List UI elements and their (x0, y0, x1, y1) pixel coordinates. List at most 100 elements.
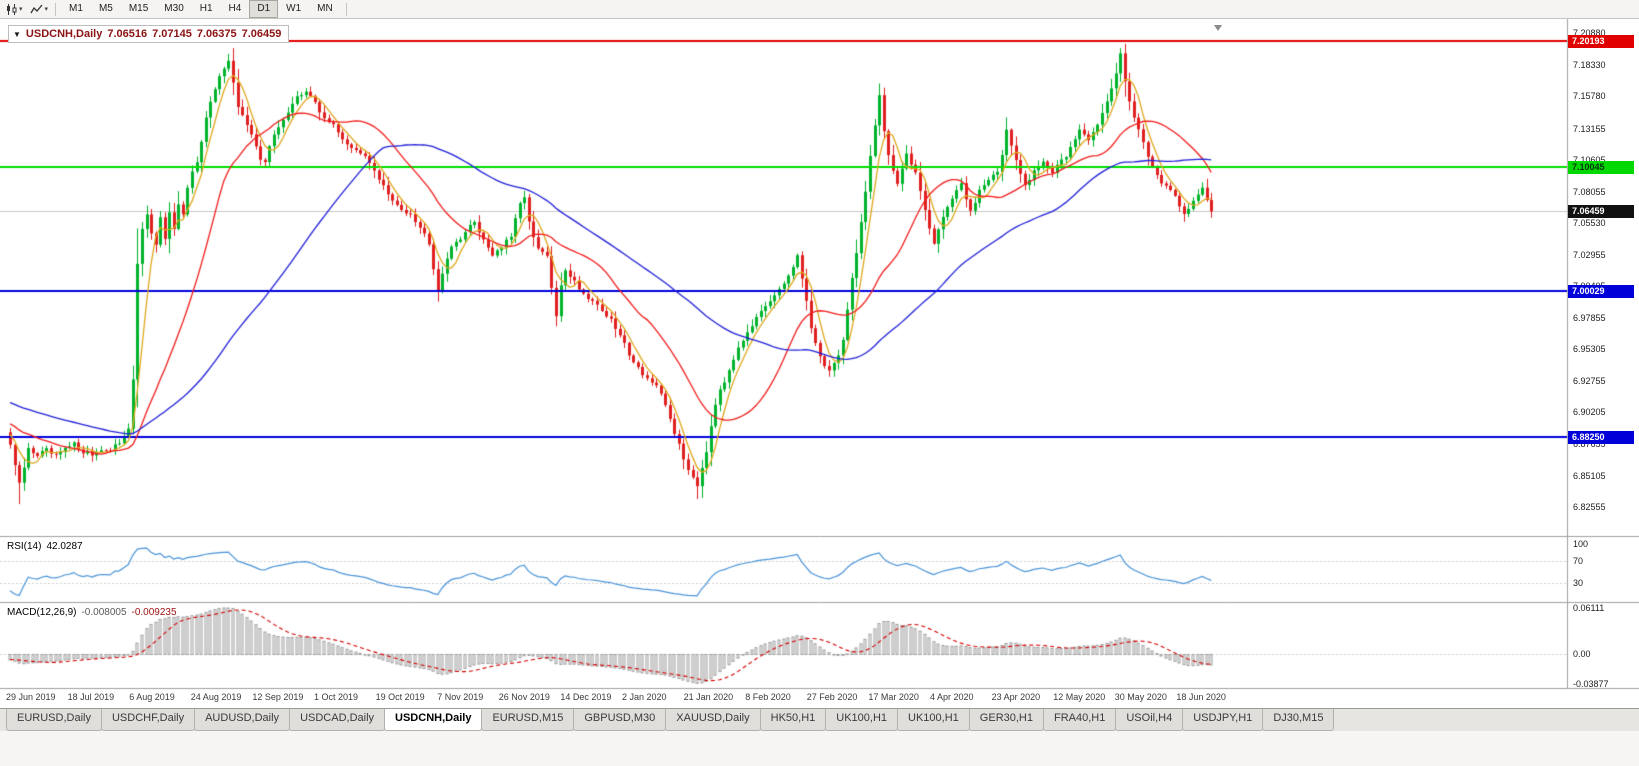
price-axis-label: 7.05530 (1573, 217, 1606, 228)
chart-tab-hk50-h1[interactable]: HK50,H1 (759, 709, 827, 731)
rsi-axis-label: 70 (1573, 555, 1584, 566)
price-axis-badge: 6.88250 (1568, 430, 1634, 444)
timeframe-button-m1[interactable]: M1 (69, 3, 83, 14)
price-chart-canvas[interactable] (0, 0, 1639, 710)
line-chart-icon[interactable]: ▾ (28, 2, 51, 17)
price-axis-badge: 7.00029 (1568, 284, 1634, 298)
ohlc-open-value: 7.06516 (107, 28, 148, 40)
price-axis-label: 7.10605 (1573, 155, 1606, 165)
price-axis-label: 7.02955 (1573, 249, 1606, 260)
chart-tab-usdjpy-h1[interactable]: USDJPY,H1 (1182, 709, 1264, 731)
chart-tab-audusd-daily[interactable]: AUDUSD,Daily (194, 709, 291, 731)
macd-axis-label: 0.06111 (1573, 603, 1605, 613)
timeframe-button-h4[interactable]: H4 (228, 3, 242, 14)
toolbar-separator (55, 2, 57, 16)
date-axis-label: 18 Jun 2020 (1176, 692, 1226, 702)
date-axis-label: 4 Apr 2020 (930, 692, 974, 702)
toolbar-separator (345, 2, 347, 16)
timeframe-button-m15[interactable]: M15 (128, 3, 149, 14)
macd-panel-label: MACD(12,26,9) -0.008005 -0.009235 (7, 607, 177, 618)
chart-tab-gbpusd-m30[interactable]: GBPUSD,M30 (573, 709, 667, 731)
macd-main-value: -0.008005 (81, 607, 127, 618)
chart-tab-usoil-h4[interactable]: USOil,H4 (1115, 709, 1184, 731)
date-axis-label: 23 Apr 2020 (991, 692, 1041, 702)
rsi-axis[interactable]: 100 70 30 (1567, 0, 1639, 708)
chevron-down-icon: ▾ (44, 6, 49, 13)
chart-tab-uk100-h1[interactable]: UK100,H1 (825, 709, 899, 731)
date-axis-label: 12 May 2020 (1053, 692, 1106, 702)
date-axis[interactable]: 29 Jun 2019 18 Jul 2019 6 Aug 2019 24 Aug 2… (0, 688, 1567, 708)
ohlc-close-value: 7.06459 (241, 28, 282, 40)
date-axis-label: 17 Mar 2020 (868, 692, 919, 702)
chart-tab-fra40-h1[interactable]: FRA40,H1 (1043, 709, 1117, 731)
chart-tab-ger30-h1[interactable]: GER30,H1 (968, 709, 1044, 731)
status-strip (0, 731, 1639, 766)
price-axis[interactable]: 7.20880 7.18330 7.15780 7.13155 7.10605 7.080… (1567, 0, 1639, 708)
price-axis-label: 6.97855 (1573, 312, 1606, 323)
ohlc-low-value: 7.06375 (196, 28, 237, 40)
date-axis-label: 24 Aug 2019 (190, 692, 242, 702)
date-axis-label: 2 Jan 2020 (622, 692, 667, 702)
date-axis-label: 30 May 2020 (1114, 692, 1167, 702)
price-axis-label: 6.87655 (1573, 438, 1606, 449)
chart-tab-eurusd-m15[interactable]: EURUSD,M15 (481, 709, 575, 731)
macd-signal-value: -0.009235 (131, 607, 177, 618)
macd-name: MACD(12,26,9) (7, 607, 77, 618)
price-axis-label: 7.08055 (1573, 186, 1606, 197)
chevron-down-icon: ▾ (19, 6, 23, 13)
price-axis-badge: 7.20193 (1568, 35, 1634, 49)
toolbar: ▾ ▾ M1 M5 M15 M30 H1 H4 D1 W1 MN (0, 0, 1639, 19)
panel-splitter[interactable] (0, 600, 1567, 605)
chart-symbol-label: USDCNH,Daily (25, 28, 103, 40)
timeframe-group: M1 M5 M15 M30 H1 H4 D1 W1 MN (61, 0, 341, 18)
timeframe-button-d1[interactable]: D1 (249, 0, 279, 18)
date-axis-label: 18 Jul 2019 (67, 692, 115, 702)
rsi-axis-label: 30 (1573, 578, 1584, 589)
chart-ohlc-title: ▼ USDCNH,Daily 7.06516 7.07145 7.06375 7… (8, 25, 290, 43)
chart-shift-marker[interactable] (1214, 25, 1222, 31)
date-axis-label: 26 Nov 2019 (498, 692, 550, 702)
macd-axis-label: 0.00 (1573, 649, 1591, 660)
price-axis-label: 7.18330 (1573, 59, 1606, 70)
rsi-current-value: 42.0287 (46, 541, 83, 552)
candlestick-chart-icon[interactable]: ▾ (3, 2, 25, 17)
price-axis-badge: 7.06459 (1568, 205, 1634, 219)
chart-tab-bar: EURUSD,Daily USDCHF,Daily AUDUSD,Daily USDC… (0, 708, 1639, 731)
price-axis-label: 7.20880 (1573, 28, 1606, 38)
collapse-caret-icon[interactable]: ▼ (13, 29, 21, 39)
price-axis-label: 6.85105 (1573, 470, 1606, 481)
chart-tab-usdcnh-daily[interactable]: USDCNH,Daily (384, 709, 483, 731)
price-axis-label: 6.92755 (1573, 375, 1606, 386)
timeframe-button-h1[interactable]: H1 (199, 3, 213, 14)
panel-splitter[interactable] (0, 534, 1567, 539)
date-axis-label: 21 Jan 2020 (683, 692, 734, 702)
chart-tab-xauusd-daily[interactable]: XAUUSD,Daily (665, 709, 761, 731)
chart-tab-usdcad-daily[interactable]: USDCAD,Daily (289, 709, 386, 731)
price-axis-label: 7.13155 (1573, 123, 1606, 134)
chart-tab-eurusd-daily[interactable]: EURUSD,Daily (6, 709, 102, 731)
rsi-name: RSI(14) (7, 541, 42, 552)
chart-tab-uk100-h1[interactable]: UK100,H1 (897, 709, 970, 731)
timeframe-button-w1[interactable]: W1 (286, 3, 302, 14)
date-axis-label: 14 Dec 2019 (560, 692, 612, 702)
price-axis-label: 7.15780 (1573, 91, 1606, 102)
date-axis-label: 12 Sep 2019 (252, 692, 304, 702)
macd-axis-label: -0.03877 (1573, 679, 1609, 689)
timeframe-button-m30[interactable]: M30 (164, 3, 184, 14)
timeframe-button-m5[interactable]: M5 (98, 3, 113, 14)
date-axis-label: 6 Aug 2019 (129, 692, 175, 702)
date-axis-label: 8 Feb 2020 (745, 692, 791, 702)
macd-axis[interactable]: 0.06111 0.00 -0.03877 (1567, 0, 1639, 708)
rsi-axis-label: 100 (1573, 539, 1589, 549)
price-axis-label: 6.90205 (1573, 407, 1606, 418)
date-axis-label: 29 Jun 2019 (6, 692, 56, 702)
rsi-panel-label: RSI(14) 42.0287 (7, 541, 83, 552)
date-axis-label: 27 Feb 2020 (806, 692, 858, 702)
date-axis-label: 1 Oct 2019 (314, 692, 359, 702)
chart-tab-usdchf-daily[interactable]: USDCHF,Daily (100, 709, 196, 731)
timeframe-button-mn[interactable]: MN (317, 3, 333, 14)
date-axis-label: 19 Oct 2019 (375, 692, 425, 702)
chart-tab-dj30-m15[interactable]: DJ30,M15 (1262, 709, 1335, 731)
date-axis-label: 7 Nov 2019 (437, 692, 484, 702)
